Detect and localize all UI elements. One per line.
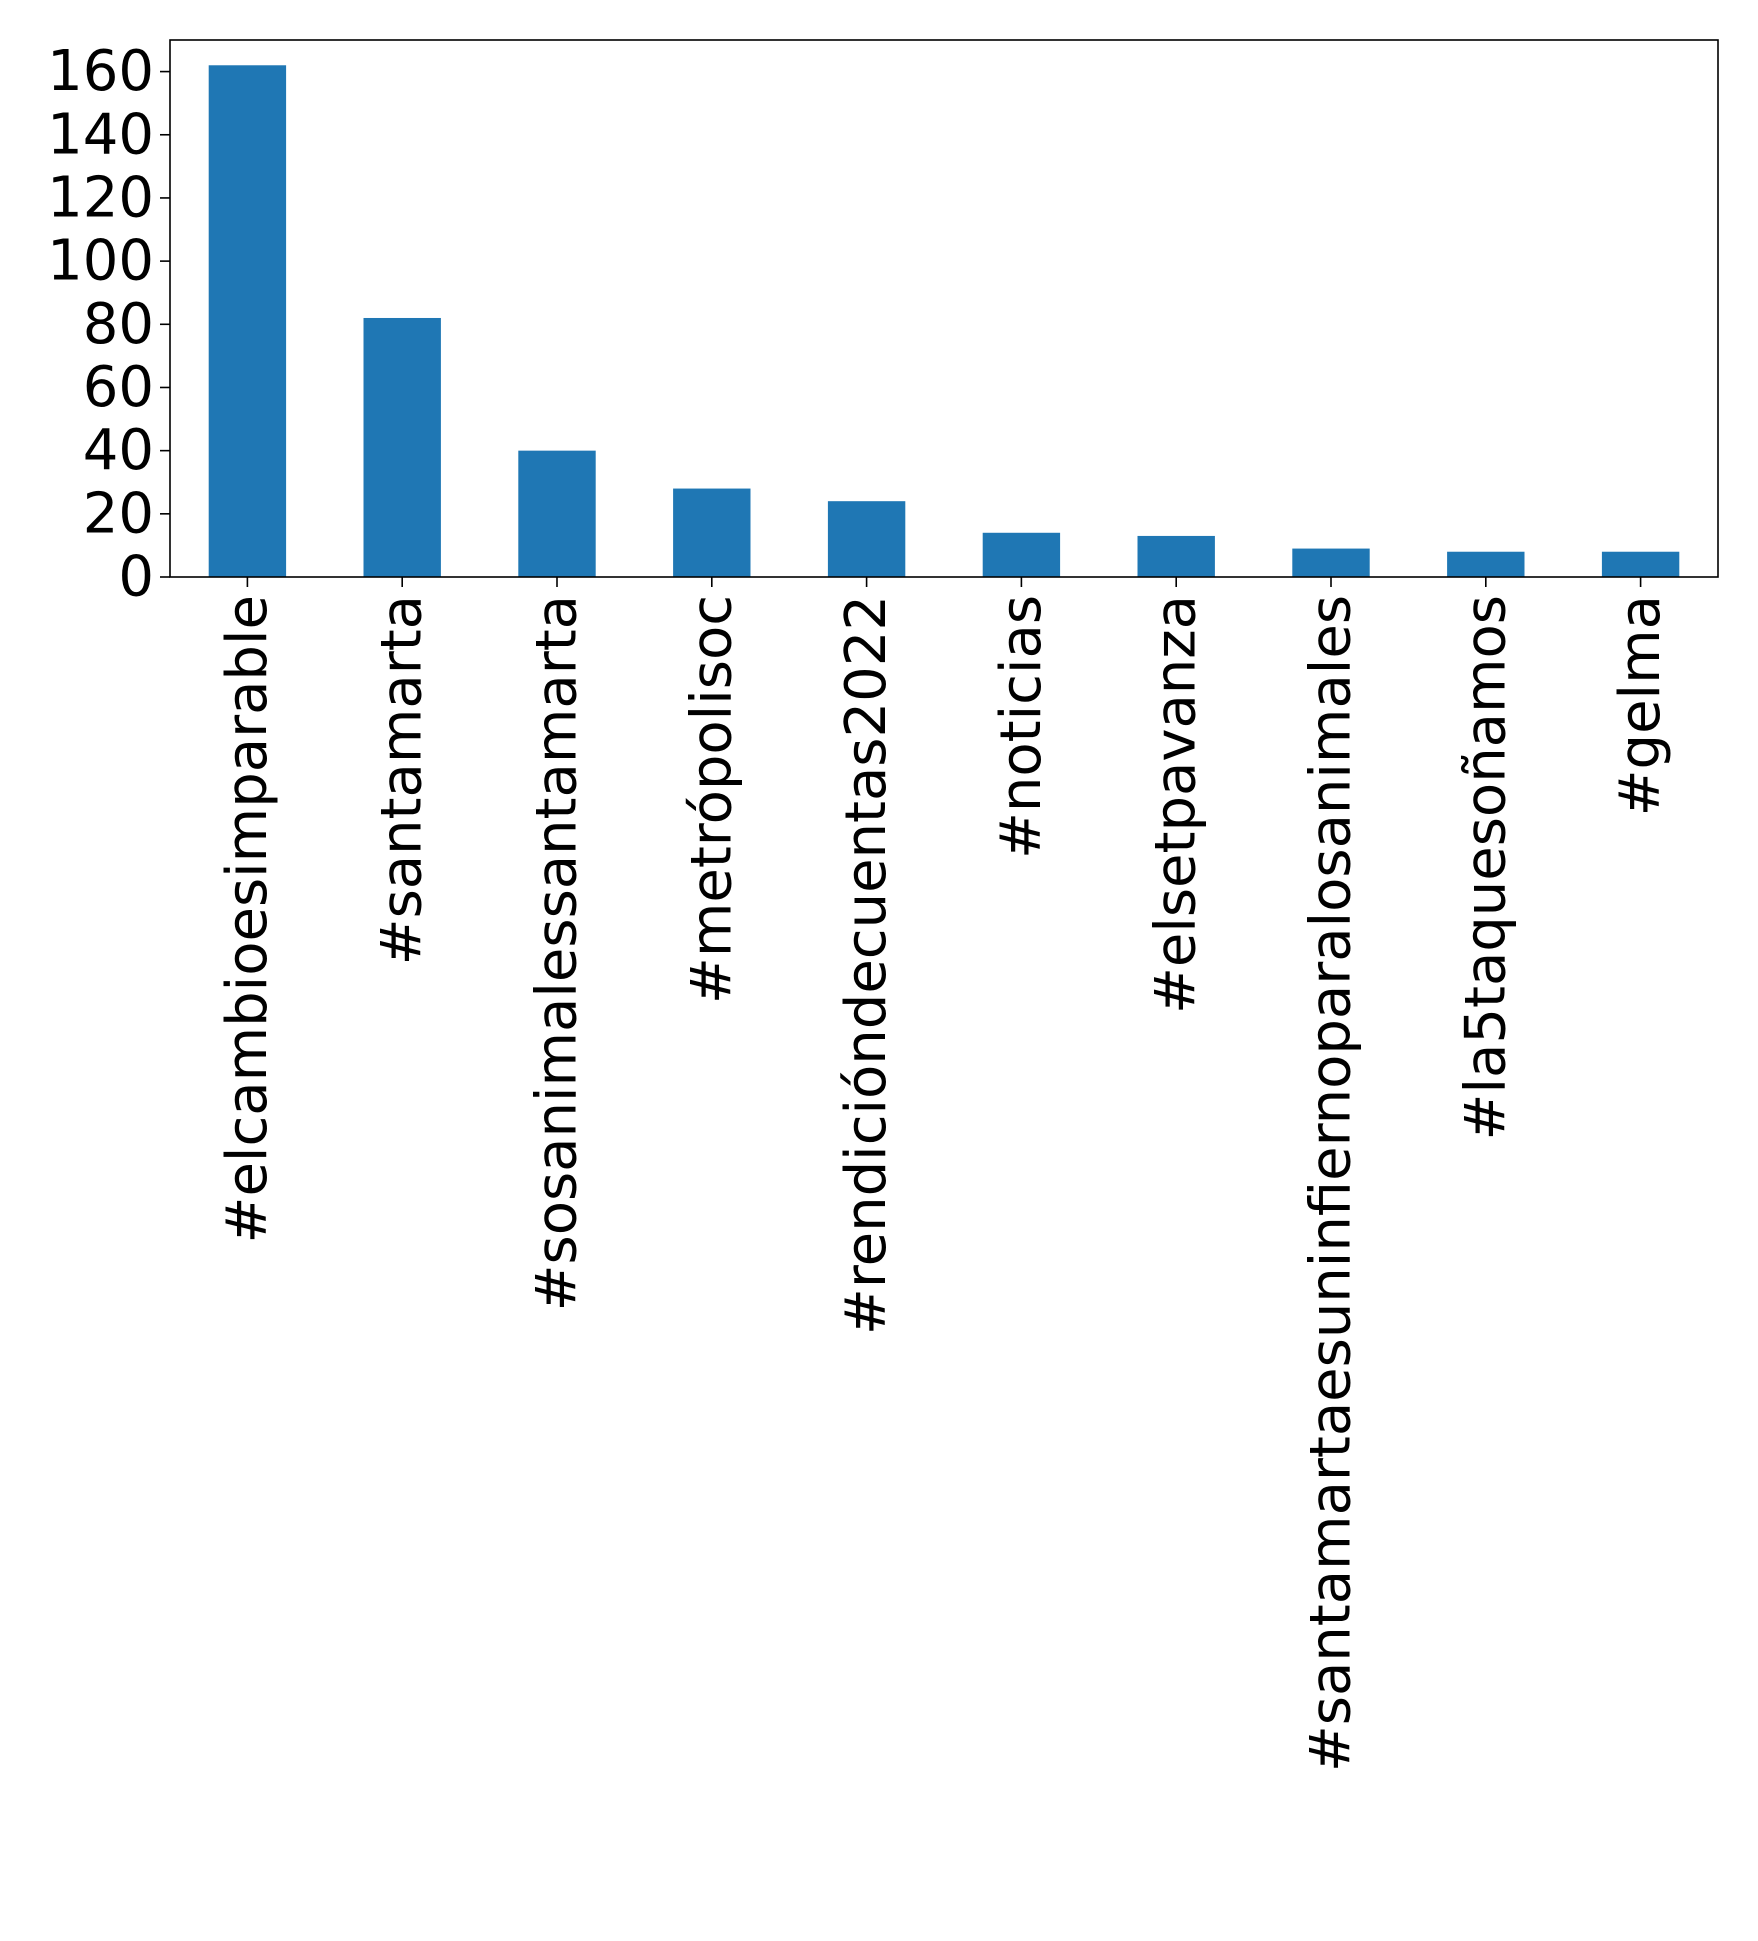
bar [1292, 548, 1370, 577]
y-tick-label: 0 [118, 545, 154, 610]
y-tick-label: 120 [47, 165, 154, 230]
x-tick-label: #noticias [989, 595, 1054, 859]
bar [1447, 551, 1525, 577]
bar [208, 65, 287, 577]
bar [673, 488, 751, 577]
y-tick-label: 20 [83, 481, 154, 546]
x-tick-label: #santamarta [370, 595, 435, 965]
bar-series [208, 65, 1680, 577]
plot-frame [169, 39, 1719, 578]
y-tick-label: 100 [47, 229, 154, 294]
bar [982, 532, 1061, 577]
bar [518, 450, 596, 577]
bar [1137, 535, 1215, 577]
y-tick-label: 40 [83, 418, 154, 483]
y-tick-label: 140 [47, 102, 154, 167]
bar [1601, 551, 1680, 577]
x-tick-label: #gelma [1608, 595, 1673, 816]
x-tick-label: #la5taquesoñamos [1453, 595, 1518, 1140]
x-tick-label: #santamartaesuninfiernoparalosanimales [1299, 595, 1364, 1772]
x-axis: #elcambioesimparable #santamarta #sosanima… [215, 577, 1673, 1772]
bar [827, 501, 906, 577]
x-tick-label: #metrópolisoc [679, 595, 744, 1004]
y-tick-label: 80 [83, 292, 154, 357]
y-tick-label: 60 [83, 355, 154, 420]
bar [363, 317, 441, 577]
y-tick-label: 160 [47, 39, 154, 104]
x-tick-label: #sosanimalessantamarta [525, 595, 590, 1311]
x-tick-label: #elcambioesimparable [215, 595, 280, 1243]
x-tick-label: #rendicióndecuentas2022 [834, 595, 899, 1335]
x-tick-label: #elsetpavanza [1144, 595, 1209, 1014]
